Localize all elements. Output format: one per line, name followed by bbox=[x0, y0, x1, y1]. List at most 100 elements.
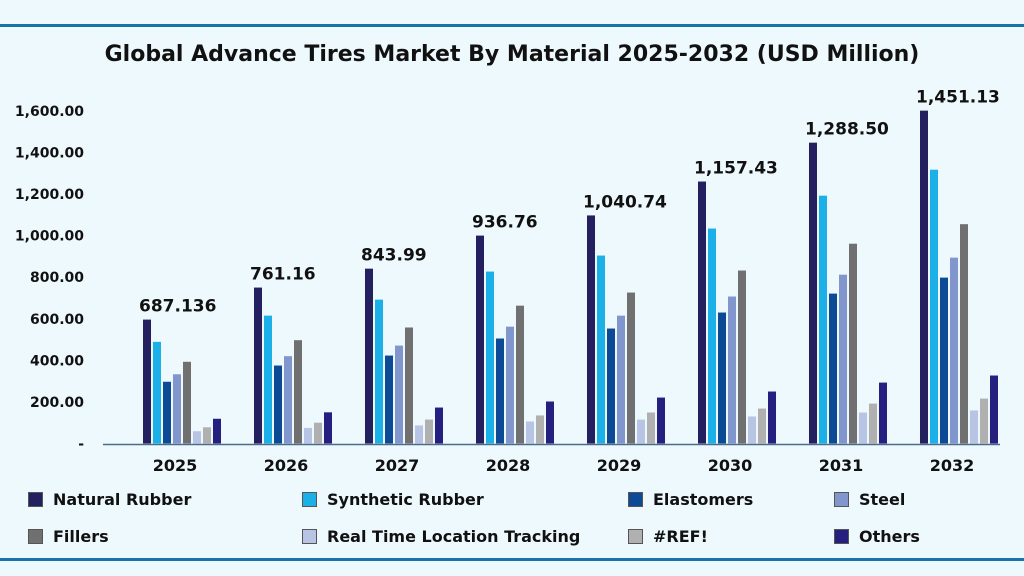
bar-natural-rubber-2030 bbox=[698, 181, 706, 444]
bar-others-2028 bbox=[546, 401, 554, 444]
bar-real-time-location-tracking-2026 bbox=[304, 427, 312, 444]
bar-synthetic-rubber-2032 bbox=[930, 169, 938, 444]
legend-swatch bbox=[834, 529, 849, 544]
bar-synthetic-rubber-2026 bbox=[264, 315, 272, 444]
x-tick-label: 2032 bbox=[930, 456, 975, 475]
bar-natural-rubber-2029 bbox=[587, 215, 595, 444]
bar-real-time-location-tracking-2031 bbox=[859, 412, 867, 444]
bar-elastomers-2031 bbox=[829, 293, 837, 444]
bar-fillers-2032 bbox=[960, 224, 968, 444]
bar--ref--2028 bbox=[536, 415, 544, 444]
legend-swatch bbox=[28, 529, 43, 544]
bar-natural-rubber-2032 bbox=[920, 110, 928, 444]
bar--ref--2032 bbox=[980, 398, 988, 444]
bar-real-time-location-tracking-2032 bbox=[970, 410, 978, 444]
bar-fillers-2026 bbox=[294, 340, 302, 444]
legend-label: Synthetic Rubber bbox=[327, 490, 484, 509]
bar-fillers-2027 bbox=[405, 327, 413, 444]
bar-natural-rubber-2028 bbox=[476, 235, 484, 444]
y-tick-label: 200.00 bbox=[30, 395, 84, 411]
legend-item: Synthetic Rubber bbox=[302, 490, 484, 509]
total-label: 1,157.43 bbox=[694, 159, 778, 179]
bar-elastomers-2029 bbox=[607, 328, 615, 444]
bar-steel-2030 bbox=[728, 296, 736, 444]
total-label: 761.16 bbox=[250, 265, 316, 285]
bar-others-2026 bbox=[324, 412, 332, 444]
bar-steel-2028 bbox=[506, 326, 514, 444]
y-tick-label: 800.00 bbox=[30, 270, 84, 286]
bar-elastomers-2032 bbox=[940, 277, 948, 444]
total-label: 1,451.13 bbox=[916, 88, 1000, 108]
bottom-rule bbox=[0, 558, 1024, 561]
x-tick-label: 2027 bbox=[375, 456, 420, 475]
bar-steel-2032 bbox=[950, 257, 958, 444]
legend-label: #REF! bbox=[653, 527, 708, 546]
bar-steel-2027 bbox=[395, 345, 403, 444]
bar-synthetic-rubber-2027 bbox=[375, 299, 383, 444]
legend-label: Steel bbox=[859, 490, 906, 509]
bar--ref--2031 bbox=[869, 403, 877, 444]
bar-fillers-2031 bbox=[849, 243, 857, 444]
bar-others-2032 bbox=[990, 375, 998, 444]
legend-swatch bbox=[834, 492, 849, 507]
y-tick-label: 400.00 bbox=[30, 353, 84, 369]
bar-others-2025 bbox=[213, 418, 221, 444]
bar-elastomers-2027 bbox=[385, 355, 393, 444]
bar-others-2030 bbox=[768, 391, 776, 444]
legend-label: Natural Rubber bbox=[53, 490, 192, 509]
bar--ref--2026 bbox=[314, 422, 322, 444]
legend-swatch bbox=[628, 529, 643, 544]
y-tick-label: 1,200.00 bbox=[15, 187, 84, 203]
bar--ref--2030 bbox=[758, 408, 766, 444]
bar-elastomers-2028 bbox=[496, 338, 504, 444]
bar-others-2029 bbox=[657, 397, 665, 444]
bar-synthetic-rubber-2028 bbox=[486, 271, 494, 444]
legend-swatch bbox=[28, 492, 43, 507]
x-tick-label: 2026 bbox=[264, 456, 309, 475]
bar-elastomers-2026 bbox=[274, 365, 282, 444]
bar-fillers-2029 bbox=[627, 292, 635, 444]
bar-synthetic-rubber-2025 bbox=[153, 341, 161, 444]
legend-item: Elastomers bbox=[628, 490, 753, 509]
bar-synthetic-rubber-2031 bbox=[819, 195, 827, 444]
bar-steel-2031 bbox=[839, 274, 847, 444]
bar-fillers-2030 bbox=[738, 270, 746, 444]
bar-synthetic-rubber-2029 bbox=[597, 255, 605, 444]
bar-natural-rubber-2025 bbox=[143, 319, 151, 444]
y-tick-label: - bbox=[78, 437, 84, 453]
y-tick-label: 1,000.00 bbox=[15, 229, 84, 245]
bar-synthetic-rubber-2030 bbox=[708, 228, 716, 444]
bar-real-time-location-tracking-2025 bbox=[193, 431, 201, 444]
y-tick-label: 1,600.00 bbox=[15, 104, 84, 120]
legend-swatch bbox=[628, 492, 643, 507]
legend-item: Real Time Location Tracking bbox=[302, 527, 580, 546]
legend-label: Elastomers bbox=[653, 490, 754, 509]
bar--ref--2025 bbox=[203, 427, 211, 444]
top-rule bbox=[0, 24, 1024, 27]
legend-item: Steel bbox=[834, 490, 905, 509]
total-label: 936.76 bbox=[472, 213, 538, 233]
legend-item: Fillers bbox=[28, 527, 109, 546]
bar-others-2031 bbox=[879, 382, 887, 444]
total-label: 687.136 bbox=[139, 297, 216, 317]
bar-steel-2026 bbox=[284, 356, 292, 444]
bar-natural-rubber-2031 bbox=[809, 142, 817, 444]
bar-real-time-location-tracking-2027 bbox=[415, 425, 423, 444]
bar-natural-rubber-2026 bbox=[254, 287, 262, 444]
total-label: 1,040.74 bbox=[583, 192, 667, 212]
x-tick-label: 2025 bbox=[153, 456, 198, 475]
bar-real-time-location-tracking-2029 bbox=[637, 419, 645, 444]
y-tick-label: 600.00 bbox=[30, 312, 84, 328]
bar-steel-2025 bbox=[173, 374, 181, 444]
chart-title: Global Advance Tires Market By Material … bbox=[104, 42, 920, 67]
x-tick-label: 2031 bbox=[819, 456, 864, 475]
legend-swatch bbox=[302, 529, 317, 544]
legend-item: #REF! bbox=[628, 527, 708, 546]
bar-natural-rubber-2027 bbox=[365, 268, 373, 444]
bar-fillers-2028 bbox=[516, 305, 524, 444]
bar-steel-2029 bbox=[617, 315, 625, 444]
bar-fillers-2025 bbox=[183, 361, 191, 444]
bar-elastomers-2025 bbox=[163, 381, 171, 444]
legend-item: Others bbox=[834, 527, 920, 546]
